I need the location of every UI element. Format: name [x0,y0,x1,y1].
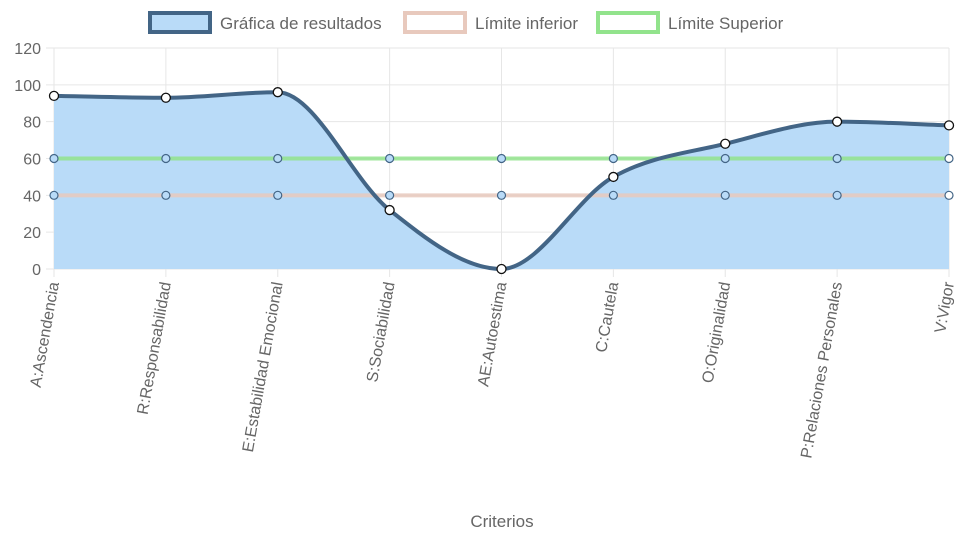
point-resultados[interactable] [496,263,507,275]
y-axis: 0 20 40 60 80 100 120 [14,41,41,279]
point-limite-superior[interactable] [832,153,842,164]
point-limite-superior[interactable] [720,153,730,164]
point-limite-superior[interactable] [273,153,283,164]
legend-item[interactable]: Gráfica de resultados [148,11,382,34]
point-resultados[interactable] [831,116,843,127]
legend-swatch [596,11,660,34]
point-limite-superior[interactable] [496,153,507,164]
legend-swatch [403,11,467,34]
x-axis: A:Ascendencia R:Responsabilidad E:Estabili… [28,280,955,460]
point-resultados[interactable] [272,87,283,98]
points-layer [48,87,955,275]
point-limite-superior[interactable] [161,153,171,164]
x-tick-label: P:Relaciones Personales [798,281,846,460]
legend-item[interactable]: Límite inferior [403,11,578,34]
x-tick-label: V:Vigor [932,280,955,334]
point-limite-inferior[interactable] [385,190,395,200]
point-limite-inferior[interactable] [608,190,618,200]
point-resultados[interactable] [48,90,60,102]
legend-label: Límite inferior [475,14,578,33]
point-resultados[interactable] [943,120,955,131]
y-tick-label: 60 [23,152,41,169]
x-tick-label: S:Sociabilidad [364,281,398,384]
legend-item[interactable]: Límite Superior [596,11,784,34]
y-tick-label: 40 [23,188,41,205]
x-tick-label: O:Originalidad [700,281,735,385]
legend-label: Límite Superior [668,14,784,33]
x-axis-title: Criterios [470,512,533,531]
x-tick-label: R:Responsabilidad [135,281,175,416]
point-limite-inferior[interactable] [496,190,507,200]
x-tick-label: A:Ascendencia [28,281,63,389]
y-tick-label: 0 [32,262,41,279]
area-layer [54,92,949,269]
point-limite-inferior[interactable] [273,190,283,200]
point-limite-superior[interactable] [944,153,954,164]
point-limite-superior[interactable] [608,153,618,164]
legend: Gráfica de resultados Límite inferior Lími… [148,11,784,34]
point-resultados[interactable] [160,92,172,103]
point-limite-superior[interactable] [385,153,395,164]
y-tick-label: 20 [23,225,41,242]
point-limite-inferior[interactable] [832,190,842,200]
y-tick-label: 100 [14,78,41,95]
point-limite-inferior[interactable] [49,190,59,200]
point-limite-inferior[interactable] [944,190,954,200]
legend-swatch [148,11,212,34]
point-resultados[interactable] [384,204,395,216]
point-resultados[interactable] [608,171,619,183]
y-tick-label: 80 [23,115,41,132]
x-tick-label: E:Estabilidad Emocional [240,281,287,454]
series-area-resultados [54,92,949,269]
point-limite-inferior[interactable] [161,190,171,200]
point-limite-inferior[interactable] [720,190,730,200]
legend-label: Gráfica de resultados [220,14,382,33]
x-tick-label: C:Cautela [593,281,622,354]
point-limite-superior[interactable] [49,153,59,164]
x-tick-label: AE:Autoestima [475,281,510,388]
y-tick-label: 120 [14,41,41,58]
point-resultados[interactable] [720,138,731,149]
